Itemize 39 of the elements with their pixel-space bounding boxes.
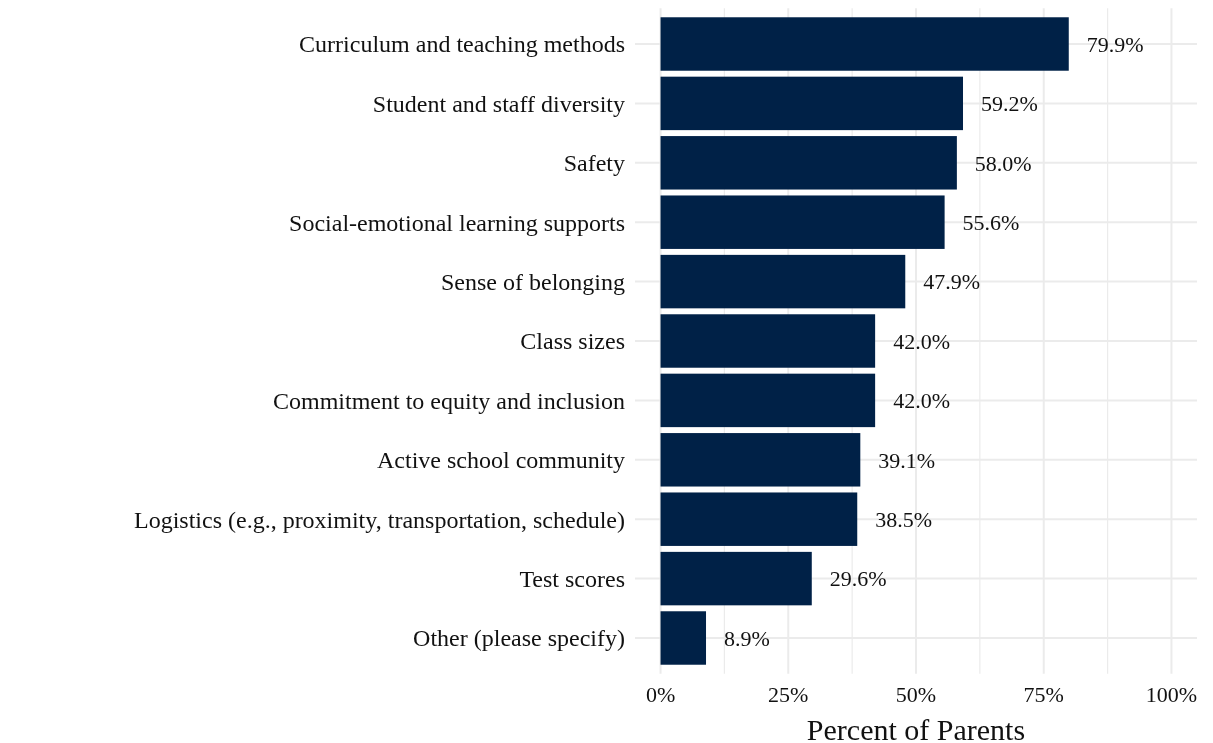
x-tick-label: 50% — [895, 681, 937, 707]
data-label: 39.1% — [878, 447, 936, 473]
y-tick-label: Curriculum and teaching methods — [299, 31, 625, 58]
y-tick-label: Active school community — [377, 447, 625, 474]
bar — [660, 17, 1069, 71]
y-tick-label: Commitment to equity and inclusion — [273, 387, 625, 414]
data-label: 29.6% — [829, 566, 887, 592]
y-tick-label: Safety — [563, 150, 625, 177]
bar — [660, 611, 707, 665]
data-label: 47.9% — [923, 269, 981, 295]
bar — [660, 551, 812, 606]
bar — [660, 195, 945, 249]
bar — [660, 136, 957, 190]
y-tick-label: Class sizes — [520, 328, 625, 355]
y-tick-label: Other (please specify) — [413, 625, 625, 652]
data-label: 38.5% — [875, 506, 933, 532]
x-tick-label: 100% — [1145, 681, 1198, 707]
bar — [660, 433, 861, 487]
bar — [660, 254, 906, 309]
bar — [660, 492, 858, 546]
bar — [660, 373, 876, 428]
y-tick-label: Test scores — [519, 566, 625, 592]
y-tick-label: Sense of belonging — [441, 269, 625, 295]
data-label: 79.9% — [1086, 31, 1144, 57]
y-tick-label: Student and staff diversity — [372, 90, 625, 117]
x-axis-title: Percent of Parents — [806, 712, 1026, 743]
data-label: 8.9% — [724, 625, 770, 651]
data-label: 42.0% — [893, 328, 950, 354]
bar — [660, 76, 963, 131]
data-label: 42.0% — [893, 388, 950, 414]
bar — [660, 314, 876, 368]
x-tick-label: 25% — [768, 681, 809, 707]
y-tick-label: Social-emotional learning supports — [289, 209, 625, 236]
x-tick-label: 75% — [1023, 681, 1064, 707]
x-tick-label: 0% — [645, 681, 676, 707]
data-label: 59.2% — [981, 91, 1038, 117]
data-label: 58.0% — [974, 150, 1032, 176]
y-tick-label: Logistics (e.g., proximity, transportation, schedule) — [133, 506, 625, 533]
data-label: 55.6% — [962, 209, 1020, 235]
